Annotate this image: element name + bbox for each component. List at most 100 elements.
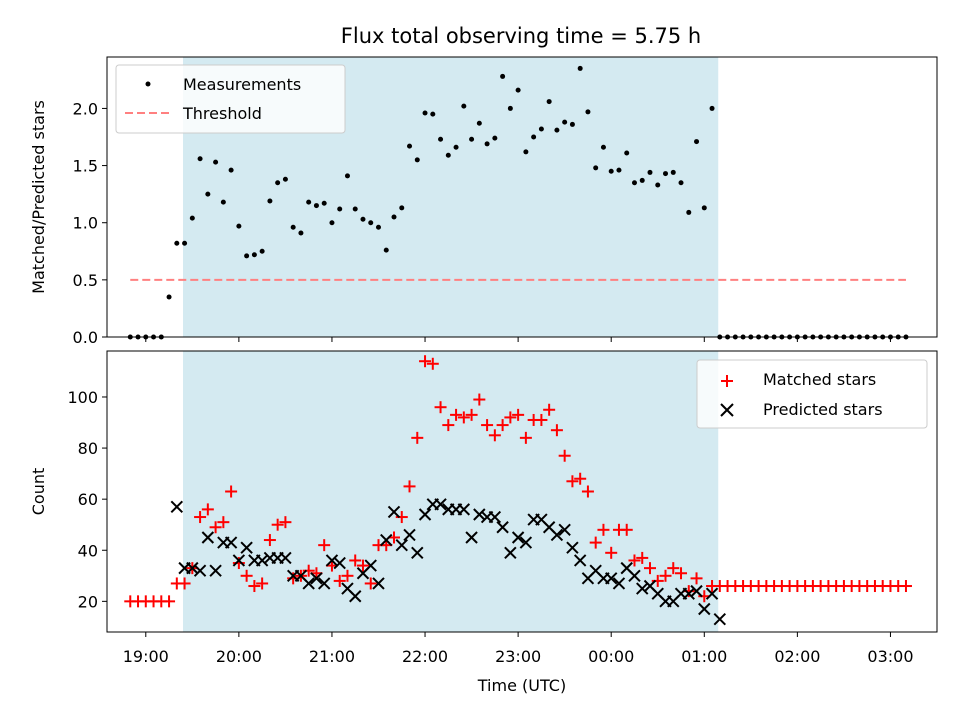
measurement-point bbox=[321, 200, 327, 206]
predicted-star-point bbox=[628, 569, 641, 583]
predicted-star-point bbox=[511, 531, 525, 544]
measurement-point bbox=[701, 205, 707, 211]
measurement-point bbox=[174, 240, 180, 246]
matched-star-point bbox=[279, 516, 292, 529]
measurement-point bbox=[313, 203, 319, 209]
measurement-point bbox=[205, 191, 211, 197]
ratio-legend-box bbox=[115, 64, 346, 134]
matched-star-point bbox=[217, 516, 230, 529]
measurement-point bbox=[360, 216, 366, 222]
predicted-star-point bbox=[550, 528, 564, 542]
matched-star-point bbox=[178, 577, 191, 590]
legend-threshold-label: Threshold bbox=[182, 104, 262, 123]
matched-star-point bbox=[419, 355, 432, 368]
measurement-point bbox=[585, 109, 591, 115]
measurement-point bbox=[244, 253, 250, 259]
predicted-star-point bbox=[387, 505, 401, 519]
predicted-star-point bbox=[193, 564, 207, 577]
measurement-point bbox=[577, 65, 583, 71]
measurement-point bbox=[391, 214, 397, 220]
measurement-point bbox=[709, 105, 715, 111]
matched-star-point bbox=[535, 413, 548, 426]
measurement-point bbox=[267, 198, 273, 204]
legend-matched-marker bbox=[721, 375, 733, 387]
measurement-point bbox=[593, 165, 599, 171]
matched-star-point bbox=[481, 419, 494, 432]
ratio-panel-legend: Measurements Threshold bbox=[115, 64, 346, 134]
predicted-star-point bbox=[504, 546, 517, 560]
predicted-star-point bbox=[713, 613, 727, 626]
matched-star-point bbox=[411, 431, 424, 444]
ytick-label: 100 bbox=[67, 388, 98, 407]
count-panel-xlabel: Time (UTC) bbox=[477, 676, 566, 695]
measurement-point bbox=[507, 105, 513, 111]
predicted-star-point bbox=[310, 572, 323, 585]
predicted-star-point bbox=[232, 554, 246, 567]
measurement-point bbox=[670, 169, 676, 175]
count-panel-ticks: 20 40 60 80 100 19:00 20:00 21:00 22:00 23:00 00:0… bbox=[67, 388, 913, 666]
measurement-point bbox=[461, 103, 467, 109]
matched-star-point bbox=[543, 403, 556, 416]
measurement-point bbox=[352, 206, 358, 212]
matched-star-point bbox=[659, 569, 672, 582]
matched-star-point bbox=[356, 559, 369, 572]
measurement-point bbox=[236, 223, 242, 229]
matched-star-point bbox=[899, 580, 912, 593]
measurement-point bbox=[476, 120, 482, 126]
predicted-star-point bbox=[698, 602, 711, 616]
matched-star-point bbox=[488, 429, 501, 442]
measurement-point bbox=[624, 150, 630, 156]
matched-star-point bbox=[442, 419, 455, 432]
measurement-point bbox=[569, 121, 575, 127]
measurement-point bbox=[197, 156, 203, 162]
measurement-point bbox=[694, 139, 700, 145]
ytick-label: 60 bbox=[78, 490, 98, 509]
count-legend-box bbox=[696, 359, 928, 429]
measurement-point bbox=[422, 110, 428, 116]
measurement-point bbox=[484, 141, 490, 147]
legend-predicted-label: Predicted stars bbox=[763, 400, 883, 419]
measurement-point bbox=[608, 168, 614, 174]
measurement-point bbox=[469, 136, 475, 142]
predicted-star-point bbox=[473, 508, 486, 521]
predicted-star-point bbox=[224, 536, 238, 549]
predicted-star-point bbox=[558, 523, 571, 537]
xtick-label: 20:00 bbox=[216, 647, 262, 666]
measurement-point bbox=[546, 99, 552, 105]
xtick-label: 03:00 bbox=[867, 647, 913, 666]
measurement-point bbox=[298, 230, 304, 236]
measurement-point bbox=[251, 252, 257, 258]
matched-star-point bbox=[690, 572, 703, 585]
xtick-label: 01:00 bbox=[681, 647, 727, 666]
observing-window-shade-bottom bbox=[183, 351, 719, 632]
measurement-point bbox=[189, 215, 195, 221]
ytick-label: 0.0 bbox=[73, 328, 98, 347]
measurement-point bbox=[554, 127, 560, 133]
matched-star-point bbox=[504, 411, 517, 424]
matched-star-point bbox=[566, 475, 579, 488]
chart-title: Flux total observing time = 5.75 h bbox=[341, 24, 701, 48]
predicted-star-point bbox=[465, 531, 478, 544]
measurement-point bbox=[538, 126, 544, 132]
legend-predicted-marker bbox=[720, 403, 734, 417]
matched-star-point bbox=[628, 554, 641, 567]
matched-star-point bbox=[450, 408, 463, 421]
predicted-star-point bbox=[333, 556, 346, 570]
predicted-star-point bbox=[566, 541, 579, 554]
measurement-point bbox=[182, 240, 188, 246]
xtick-label: 00:00 bbox=[588, 647, 634, 666]
matched-star-point bbox=[209, 521, 222, 534]
predicted-star-point bbox=[372, 577, 385, 590]
matched-star-point bbox=[201, 503, 214, 516]
ratio-panel: 0.00.51.01.52.0 Matched/Predicted stars … bbox=[29, 56, 938, 347]
measurement-point bbox=[368, 220, 374, 226]
ratio-panel-ylabel: Matched/Predicted stars bbox=[29, 100, 48, 294]
ratio-panel-frame bbox=[106, 56, 938, 338]
measurement-point bbox=[399, 205, 405, 211]
matched-star-point bbox=[581, 485, 594, 498]
predicted-star-point bbox=[457, 503, 471, 516]
measurement-point bbox=[228, 167, 234, 173]
predicted-star-point bbox=[636, 582, 649, 595]
count-panel-ylabel: Count bbox=[29, 468, 48, 516]
matched-star-point bbox=[667, 562, 680, 575]
